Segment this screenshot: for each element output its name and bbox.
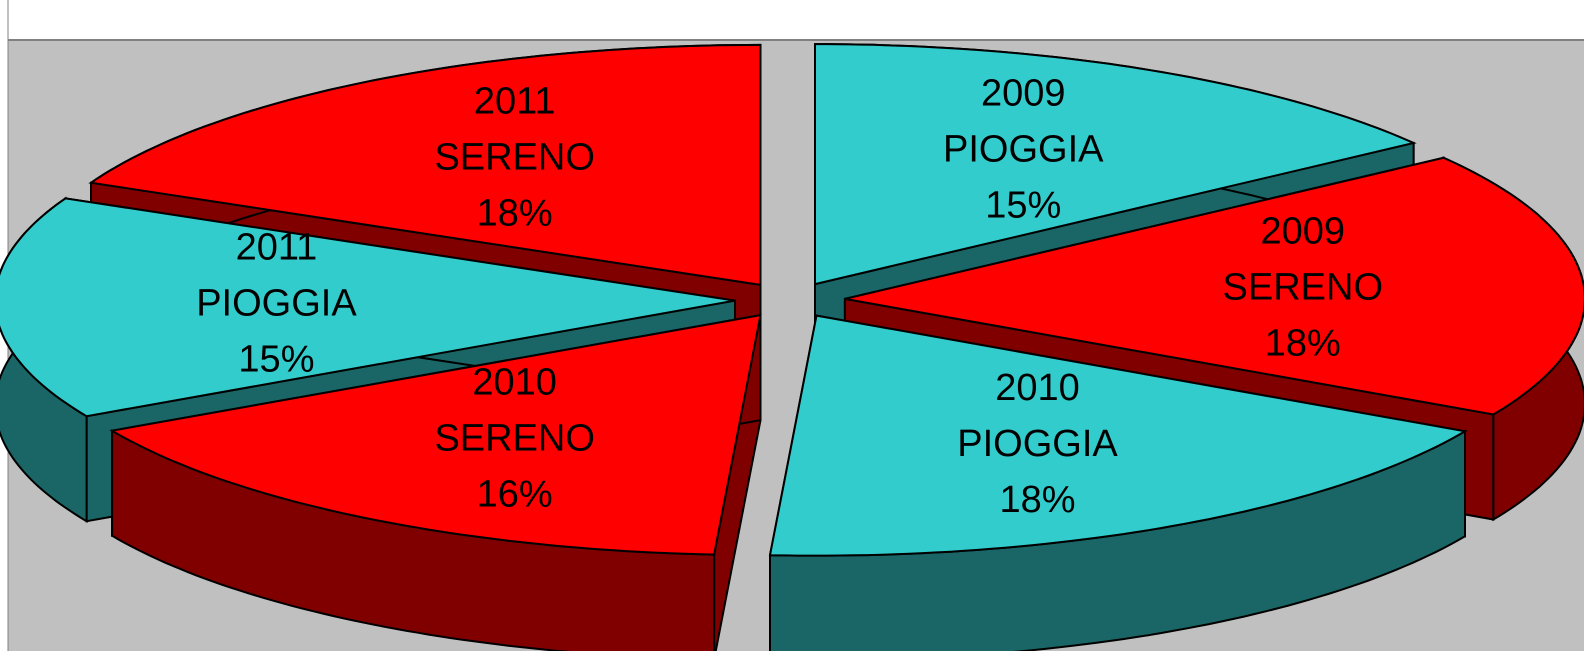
data-label: 2010	[472, 362, 557, 404]
data-label: 2009	[1261, 211, 1346, 253]
data-label: PIOGGIA	[196, 282, 357, 324]
data-label: SERENO	[434, 418, 594, 460]
data-label: 16%	[477, 474, 553, 516]
slice-top	[844, 156, 1584, 416]
data-label: 15%	[985, 185, 1061, 227]
data-label: SERENO	[434, 136, 594, 178]
data-label: 2011	[474, 80, 556, 122]
slice-top	[109, 313, 762, 556]
data-label: 18%	[1265, 323, 1341, 365]
data-label: 2010	[995, 367, 1080, 409]
slice-top	[88, 43, 762, 287]
data-label: 18%	[999, 479, 1075, 521]
data-label: 2009	[981, 73, 1066, 115]
data-label: 15%	[238, 338, 314, 380]
data-label: PIOGGIA	[943, 129, 1104, 171]
slice-top	[814, 43, 1417, 286]
labels: 2009 PIOGGIA 15% 2009 SERENO 18% 2010 PIOGGIA 18…	[196, 73, 1383, 522]
data-label: 2011	[236, 226, 318, 268]
data-label: SERENO	[1223, 267, 1383, 309]
pie	[0, 43, 1584, 651]
data-label: PIOGGIA	[957, 423, 1118, 465]
slice	[768, 314, 1468, 651]
slice	[109, 313, 762, 651]
slice-top	[768, 314, 1468, 557]
data-label: 18%	[477, 192, 553, 234]
slice-top	[0, 197, 736, 418]
